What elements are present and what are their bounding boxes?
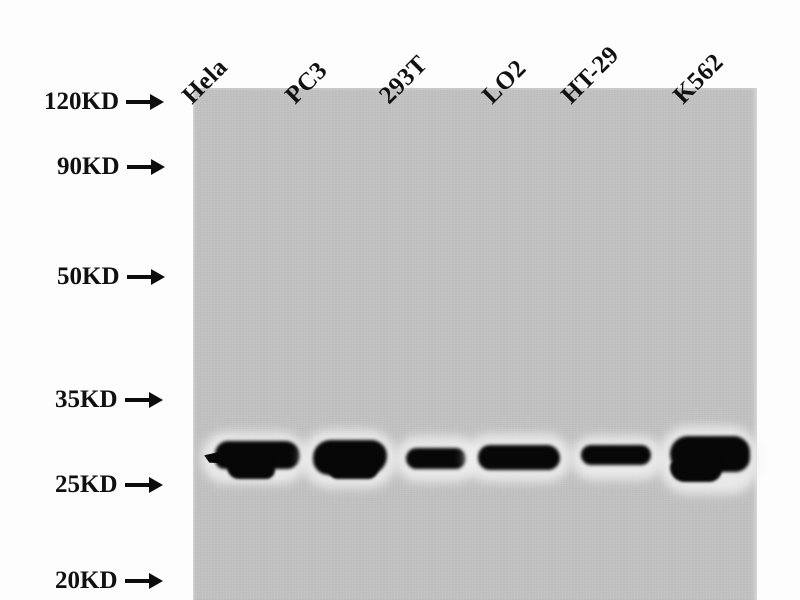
- band-lo2: [478, 445, 560, 470]
- mw-marker-120kd: 120KD: [44, 88, 164, 116]
- mw-marker-25kd: 25KD: [55, 471, 163, 499]
- band-pc3-lower-lobe: [328, 462, 378, 479]
- band-293t: [406, 448, 466, 469]
- mw-marker-90kd: 90KD: [57, 153, 165, 181]
- mw-marker-label: 120KD: [44, 88, 119, 115]
- membrane-left-edge: [193, 88, 196, 600]
- band-hela-lower-lobe: [227, 460, 275, 479]
- mw-marker-50kd: 50KD: [57, 263, 165, 291]
- mw-marker-label: 50KD: [57, 263, 120, 290]
- mw-marker-label: 35KD: [55, 386, 118, 413]
- membrane-texture: [193, 88, 757, 600]
- mw-marker-label: 25KD: [55, 471, 118, 498]
- band-ht29: [581, 445, 651, 465]
- mw-marker-label: 20KD: [55, 567, 118, 594]
- mw-marker-35kd: 35KD: [55, 386, 163, 414]
- band-k562-lower-lobe: [670, 460, 722, 482]
- right-arrow-icon: [127, 268, 165, 286]
- membrane-top-edge: [193, 88, 757, 91]
- right-arrow-icon: [126, 93, 164, 111]
- mw-marker-20kd: 20KD: [55, 567, 163, 595]
- membrane-right-edge: [752, 88, 757, 600]
- right-arrow-icon: [125, 572, 163, 590]
- mw-marker-label: 90KD: [57, 153, 120, 180]
- right-arrow-icon: [125, 476, 163, 494]
- right-arrow-icon: [125, 391, 163, 409]
- gel-membrane: [193, 88, 759, 600]
- right-arrow-icon: [127, 158, 165, 176]
